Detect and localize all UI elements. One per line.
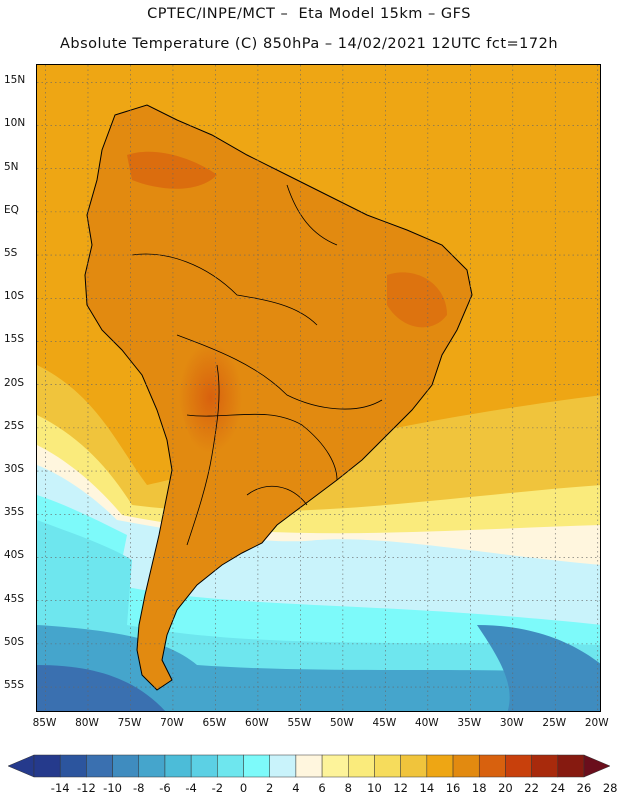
colorbar-swatch	[348, 754, 375, 778]
colorbar-swatch	[557, 754, 585, 778]
lat-tick-label: EQ	[4, 203, 19, 216]
lon-tick-label: 20W	[584, 717, 609, 729]
map-title-line1: CPTEC/INPE/MCT – Eta Model 15km – GFS	[147, 6, 471, 22]
colorbar-swatch	[452, 754, 480, 778]
lon-tick-label: 25W	[542, 717, 567, 729]
lat-tick-label: 20S	[4, 376, 25, 389]
lon-tick-label: 40W	[414, 717, 439, 729]
hot-region-north	[127, 151, 217, 189]
lon-tick-label: 65W	[202, 717, 227, 729]
lat-tick-label: 10S	[4, 290, 25, 303]
graticule	[37, 65, 600, 711]
colorbar-swatch	[86, 754, 113, 778]
colorbar-swatch	[400, 754, 428, 778]
lon-tick-label: 45W	[372, 717, 397, 729]
hot-region-northeast	[387, 272, 447, 328]
colorbar-low-arrow	[8, 754, 35, 778]
colorbar-label: -14	[50, 781, 70, 795]
colorbar-label: 14	[419, 781, 435, 795]
colorbar-label: 10	[367, 781, 382, 795]
colorbar-label: 0	[239, 781, 248, 795]
colorbar-label: 24	[550, 781, 566, 795]
colorbar-swatch	[505, 754, 532, 778]
lon-tick-label: 75W	[117, 717, 142, 729]
lon-tick-label: 55W	[287, 717, 312, 729]
colorbar	[8, 754, 610, 778]
lon-tick-label: 50W	[329, 717, 354, 729]
lon-tick-label: 35W	[457, 717, 482, 729]
colorbar-swatch	[321, 754, 349, 778]
lat-tick-label: 50S	[4, 635, 25, 648]
colorbar-label: -12	[76, 781, 96, 795]
lat-tick-label: 15N	[4, 74, 26, 87]
colorbar-swatch	[295, 754, 323, 778]
colorbar-label: 26	[576, 781, 592, 795]
country-borders	[131, 184, 383, 546]
colorbar-label: 22	[524, 781, 539, 795]
colorbar-swatch	[164, 754, 192, 778]
lat-tick-label: 15S	[4, 333, 25, 346]
colorbar-swatch	[374, 754, 401, 778]
colorbar-label: 18	[471, 781, 487, 795]
colorbar-label: 16	[445, 781, 461, 795]
colorbar-label: 8	[344, 781, 352, 795]
colorbar-label: -4	[185, 781, 197, 795]
map-title-line2: Absolute Temperature (C) 850hPa – 14/02/…	[59, 36, 559, 52]
map-canvas	[37, 65, 600, 711]
lat-tick-label: 30S	[4, 463, 25, 476]
colorbar-swatch	[190, 754, 218, 778]
colorbar-label: -2	[211, 781, 224, 795]
colorbar-label: 4	[292, 781, 300, 795]
colorbar-swatch	[217, 754, 244, 778]
colorbar-label: -10	[103, 781, 122, 795]
colorbar-swatch	[33, 754, 61, 778]
lat-tick-label: 35S	[4, 506, 25, 519]
colorbar-swatch	[531, 754, 559, 778]
lat-tick-label: 25S	[4, 419, 25, 432]
colorbar-swatch	[426, 754, 454, 778]
lon-tick-label: 30W	[499, 717, 524, 729]
lat-tick-label: 10N	[4, 117, 26, 130]
colorbar-label: 12	[393, 781, 408, 795]
lat-tick-label: 5N	[4, 160, 19, 173]
colorbar-label: -6	[159, 781, 171, 795]
lon-tick-label: 60W	[245, 717, 269, 729]
lat-tick-label: 40S	[4, 549, 25, 562]
colorbar-swatch	[59, 754, 87, 778]
lat-tick-label: 45S	[4, 592, 25, 605]
band-minus8	[37, 665, 166, 711]
colorbar-label: 6	[318, 781, 326, 795]
colorbar-label: 28	[602, 781, 618, 795]
lon-tick-label: 80W	[75, 717, 99, 729]
colorbar-swatch	[138, 754, 166, 778]
lat-tick-label: 55S	[4, 679, 25, 692]
colorbar-label: -8	[133, 781, 145, 795]
lon-tick-label: 70W	[160, 717, 184, 729]
hot-region-core	[177, 327, 273, 495]
south-america-landmass	[84, 104, 473, 691]
colorbar-label: 2	[266, 781, 274, 795]
colorbar-high-arrow	[583, 754, 610, 778]
band-minus6	[37, 625, 600, 711]
band-minus6-east	[477, 625, 600, 711]
colorbar-label: 20	[498, 781, 513, 795]
colorbar-swatch	[478, 754, 506, 778]
temperature-map	[36, 64, 601, 712]
colorbar-swatch	[112, 754, 140, 778]
lon-tick-label: 85W	[32, 717, 57, 729]
colorbar-swatch	[243, 754, 270, 778]
colorbar-swatch	[269, 754, 297, 778]
lat-tick-label: 5S	[4, 247, 18, 260]
